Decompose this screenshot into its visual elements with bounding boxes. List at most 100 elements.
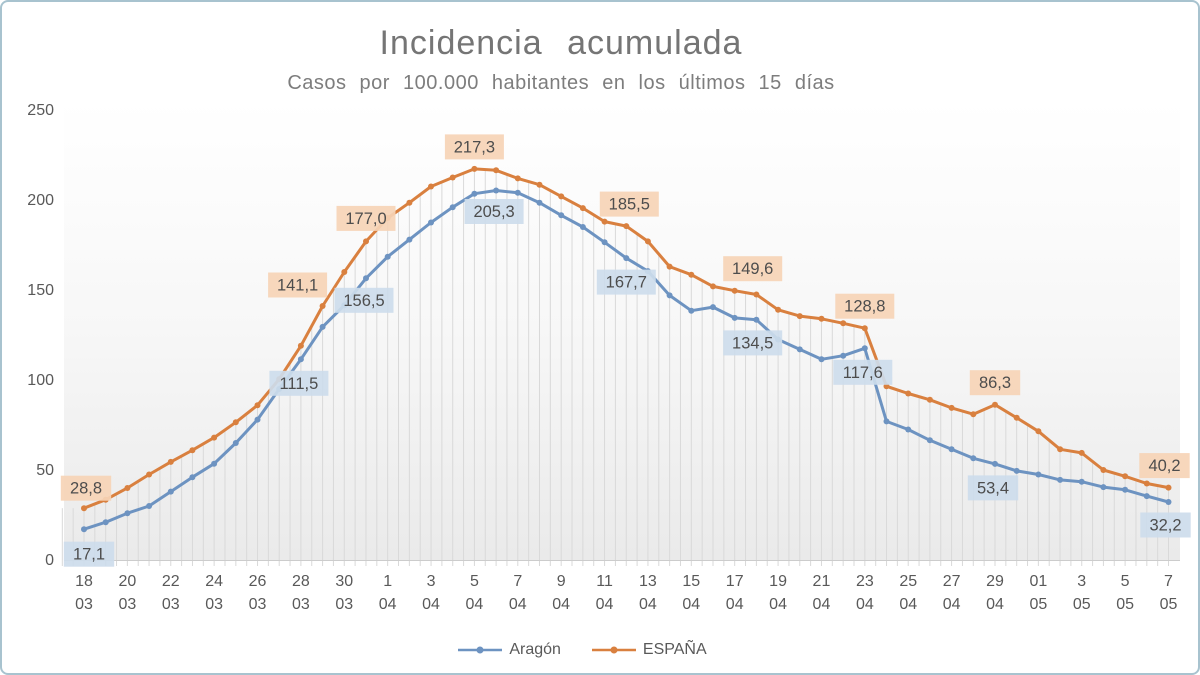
marker-aragon	[1165, 499, 1172, 505]
data-label-box-aragon	[1140, 512, 1191, 538]
data-label-espana: 185,5	[609, 196, 650, 214]
marker-espana	[493, 167, 500, 174]
marker-aragon	[1143, 493, 1150, 500]
x-tick-month: 04	[379, 596, 397, 613]
marker-aragon	[1078, 478, 1085, 485]
x-tick-day: 18	[75, 573, 93, 590]
marker-aragon	[167, 488, 174, 495]
marker-espana	[775, 306, 782, 313]
x-tick-day: 3	[1077, 573, 1086, 590]
x-tick-day: 22	[162, 573, 180, 590]
data-label-aragon: 111,5	[279, 375, 318, 393]
marker-aragon	[1100, 484, 1107, 491]
x-tick-month: 03	[118, 596, 136, 613]
data-label-box-espana	[723, 256, 783, 282]
x-tick-day: 9	[557, 573, 566, 590]
marker-espana	[710, 283, 716, 290]
data-label-box-aragon	[269, 370, 329, 396]
x-tick-month: 03	[335, 596, 353, 613]
marker-aragon	[666, 292, 673, 299]
marker-espana	[688, 271, 695, 278]
marker-espana	[124, 485, 131, 491]
data-label-aragon: 17,1	[73, 546, 105, 564]
data-label-espana: 141,1	[277, 277, 318, 295]
marker-espana	[341, 269, 348, 275]
data-label-box-espana	[1139, 453, 1190, 479]
marker-espana	[992, 401, 998, 408]
x-tick-month: 03	[292, 596, 310, 613]
marker-espana	[297, 342, 304, 349]
marker-aragon	[406, 236, 413, 243]
x-tick-day: 23	[856, 573, 874, 590]
marker-aragon	[623, 255, 630, 262]
marker-espana	[1057, 446, 1064, 453]
data-label-espana: 86,3	[979, 374, 1011, 392]
marker-aragon	[753, 316, 760, 323]
x-tick-day: 13	[639, 573, 657, 590]
x-tick-day: 11	[596, 573, 613, 590]
marker-espana	[926, 396, 933, 403]
marker-espana	[1035, 428, 1042, 435]
x-tick-day: 29	[986, 573, 1004, 590]
plot: 0501001502002501803200322032403260328033…	[27, 100, 1191, 613]
marker-aragon	[601, 239, 608, 246]
x-tick-month: 04	[509, 596, 527, 613]
marker-espana	[536, 181, 543, 188]
data-label-espana: 128,8	[844, 298, 885, 316]
y-tick-label: 250	[27, 102, 54, 119]
marker-aragon	[731, 314, 738, 321]
marker-aragon	[861, 345, 868, 352]
data-label-espana: 40,2	[1148, 457, 1180, 475]
marker-espana	[861, 325, 868, 332]
y-axis-labels: 0 50 100 150 200 250	[27, 102, 54, 569]
marker-espana	[1078, 449, 1085, 456]
y-tick-label: 200	[27, 192, 54, 209]
marker-espana	[601, 218, 608, 225]
marker-espana	[363, 238, 369, 245]
marker-espana	[319, 303, 326, 309]
x-tick-day: 27	[943, 573, 961, 590]
x-tick-month: 04	[943, 596, 961, 613]
x-tick-month: 03	[205, 596, 223, 613]
x-tick-month: 05	[1116, 596, 1134, 613]
x-tick-month: 04	[596, 596, 614, 613]
x-tick-day: 15	[682, 573, 700, 590]
marker-espana	[449, 174, 456, 181]
x-tick-month: 04	[682, 596, 700, 613]
marker-aragon	[905, 426, 912, 433]
x-tick-day: 7	[513, 573, 522, 590]
x-tick-day: 3	[427, 573, 436, 590]
x-tick-month: 04	[726, 596, 744, 613]
marker-espana	[167, 458, 174, 465]
data-label-box-espana	[336, 205, 396, 231]
x-tick-day: 5	[1121, 573, 1130, 590]
data-label-aragon: 167,7	[606, 274, 647, 292]
marker-espana	[189, 447, 196, 454]
marker-aragon	[1035, 471, 1042, 478]
marker-espana	[579, 205, 586, 212]
x-tick-day: 24	[205, 573, 223, 590]
data-label-espana: 217,3	[454, 138, 495, 156]
data-label-espana: 28,8	[70, 480, 102, 498]
legend: Aragón ESPAÑA	[2, 641, 1162, 659]
marker-espana	[731, 287, 738, 294]
marker-espana	[406, 199, 413, 206]
marker-aragon	[514, 189, 521, 196]
x-tick-day: 7	[1164, 573, 1173, 590]
marker-aragon	[363, 275, 369, 282]
y-tick-label: 0	[45, 552, 54, 569]
x-tick-day: 1	[383, 573, 392, 590]
marker-espana	[514, 175, 521, 182]
marker-aragon	[189, 474, 196, 481]
marker-espana	[146, 471, 153, 478]
marker-espana	[970, 411, 977, 418]
data-label-aragon: 117,6	[843, 364, 883, 382]
marker-aragon	[493, 187, 500, 194]
marker-aragon	[471, 190, 478, 197]
data-label-box-espana	[969, 370, 1021, 396]
legend-item-espana: ESPAÑA	[591, 641, 707, 659]
data-label-box-aragon	[464, 199, 524, 224]
x-tick-day: 21	[813, 573, 831, 590]
x-tick-month: 05	[1029, 596, 1047, 613]
data-label-aragon: 205,3	[473, 203, 514, 221]
